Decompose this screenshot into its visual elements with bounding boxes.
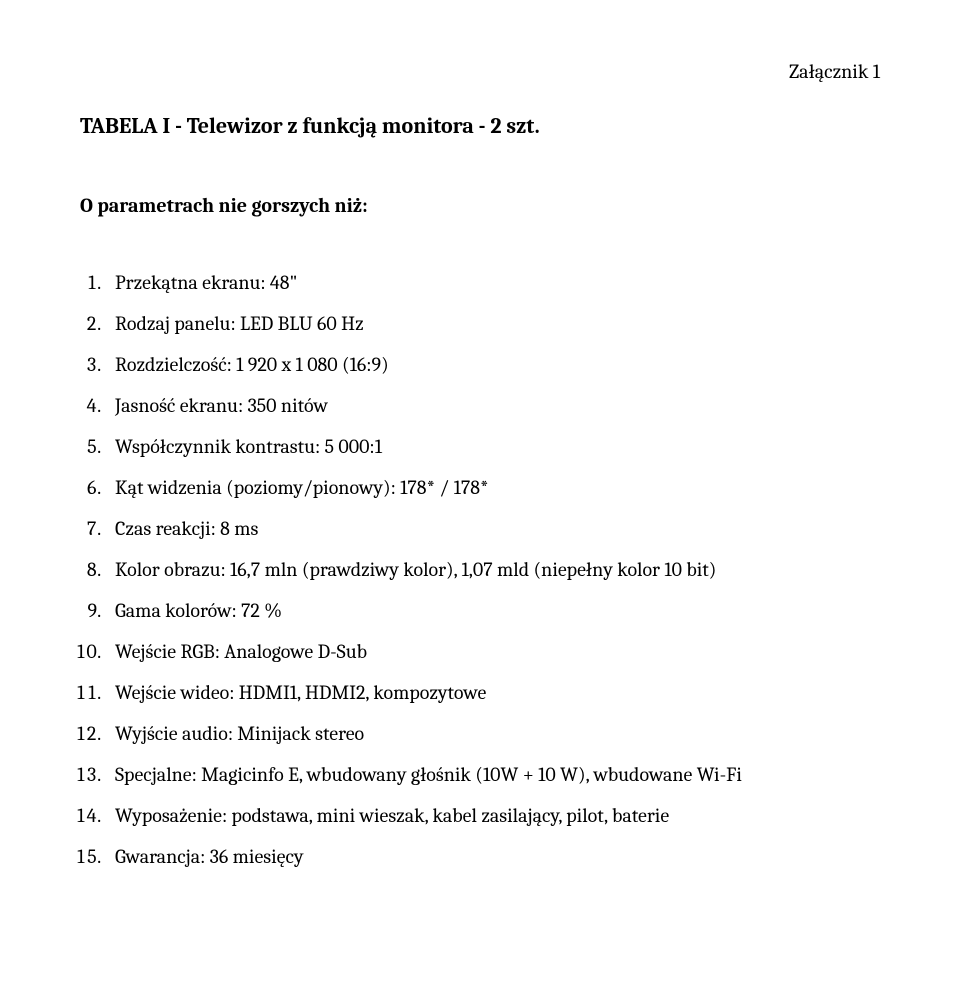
list-item: Rodzaj panelu: LED BLU 60 Hz <box>105 303 880 344</box>
list-item: Gama kolorów: 72 % <box>105 590 880 631</box>
attachment-label: Załącznik 1 <box>80 60 880 83</box>
list-item: Czas reakcji: 8 ms <box>105 508 880 549</box>
list-item: Rozdzielczość: 1 920 x 1 080 (16:9) <box>105 344 880 385</box>
list-item: Kąt widzenia (poziomy/pionowy): 178* / 1… <box>105 467 880 508</box>
subheading: O parametrach nie gorszych niż: <box>80 194 880 217</box>
list-item: Specjalne: Magicinfo E, wbudowany głośni… <box>105 754 880 795</box>
list-item: Wyjście audio: Minijack stereo <box>105 713 880 754</box>
list-item: Wyposażenie: podstawa, mini wieszak, kab… <box>105 795 880 836</box>
list-item: Wejście RGB: Analogowe D-Sub <box>105 631 880 672</box>
list-item: Gwarancja: 36 miesięcy <box>105 836 880 877</box>
spec-list: Przekątna ekranu: 48" Rodzaj panelu: LED… <box>105 262 880 877</box>
list-item: Jasność ekranu: 350 nitów <box>105 385 880 426</box>
list-item: Współczynnik kontrastu: 5 000:1 <box>105 426 880 467</box>
table-heading: TABELA I - Telewizor z funkcją monitora … <box>80 113 880 139</box>
list-item: Kolor obrazu: 16,7 mln (prawdziwy kolor)… <box>105 549 880 590</box>
list-item: Przekątna ekranu: 48" <box>105 262 880 303</box>
document-page: Załącznik 1 TABELA I - Telewizor z funkc… <box>0 0 960 988</box>
list-item: Wejście wideo: HDMI1, HDMI2, kompozytowe <box>105 672 880 713</box>
